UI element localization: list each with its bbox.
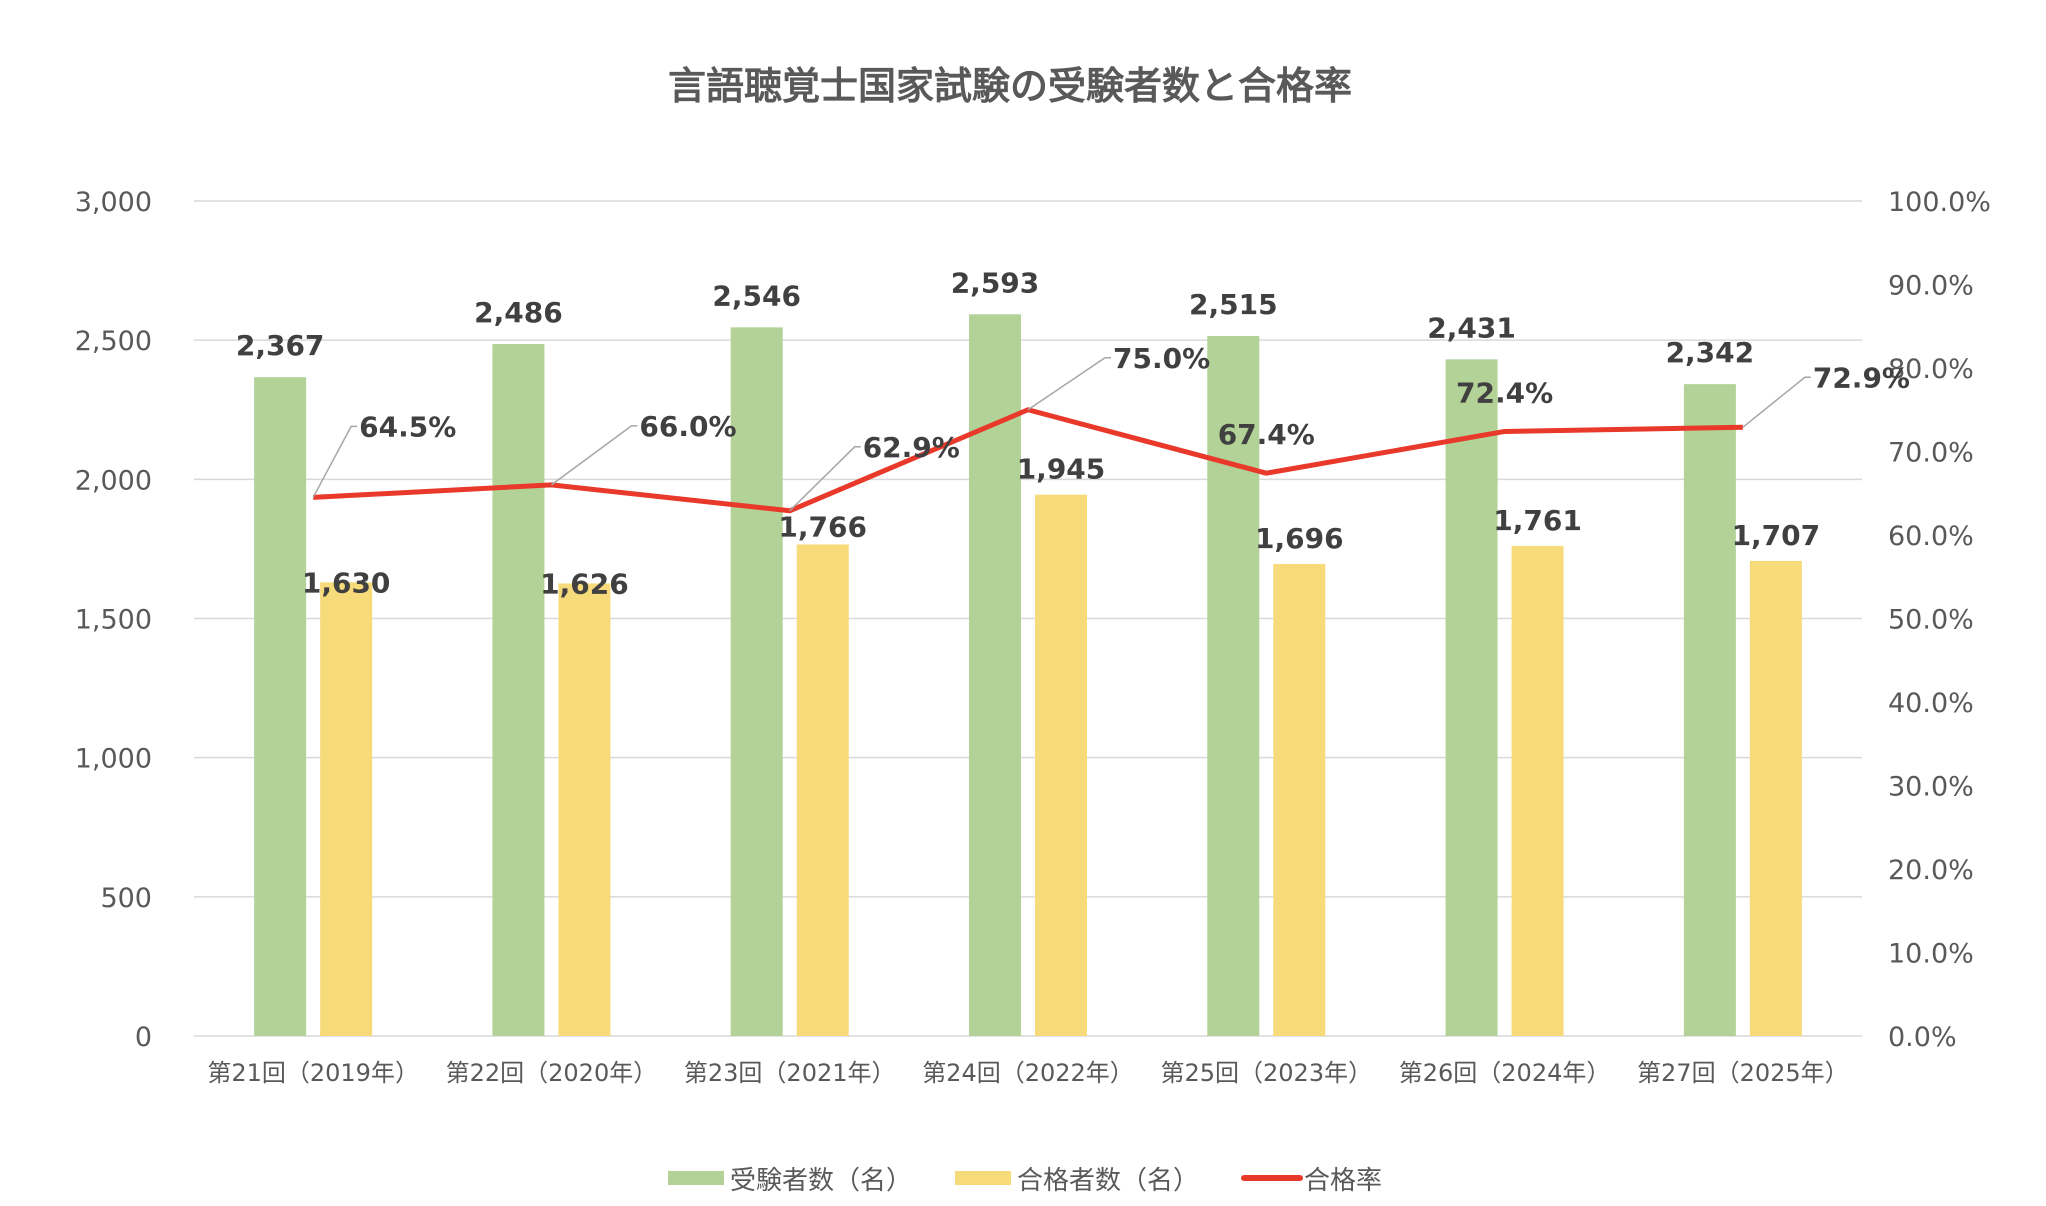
passers-data-label: 1,630 (302, 566, 391, 599)
passers-data-label: 1,761 (1493, 504, 1582, 537)
legend-label: 合格率 (1304, 1166, 1382, 1196)
right-tick-label: 70.0% (1888, 438, 1974, 469)
category-label: 第25回（2023年） (1160, 1059, 1372, 1087)
right-tick-label: 20.0% (1888, 855, 1974, 886)
leader-line (312, 425, 358, 498)
category-label: 第24回（2022年） (922, 1059, 1134, 1087)
examinees-data-label: 2,431 (1427, 311, 1516, 344)
leader-line (1742, 376, 1811, 428)
rate-data-label: 75.0% (1113, 342, 1210, 375)
rate-data-label: 72.9% (1813, 361, 1910, 394)
legend-swatch-passers (955, 1171, 1011, 1185)
examinees-data-label: 2,342 (1666, 336, 1755, 369)
bar-examinees (1207, 335, 1260, 1036)
left-tick-label: 1,500 (75, 605, 152, 636)
bar-examinees (969, 314, 1021, 1036)
legend-swatch-examinees (668, 1171, 724, 1185)
left-tick-label: 0 (135, 1022, 152, 1053)
leader-line (789, 446, 861, 512)
right-tick-label: 80.0% (1888, 354, 1974, 385)
right-tick-label: 90.0% (1888, 271, 1974, 302)
examinees-data-label: 2,367 (236, 329, 325, 362)
category-labels: 第21回（2019年） 第22回（2020年） 第23回（2021年） 第24回（20… (207, 1059, 1848, 1087)
bar-passers (1035, 494, 1087, 1036)
passers-data-label: 1,945 (1017, 453, 1106, 486)
legend-label: 合格者数（名） (1017, 1166, 1199, 1196)
legend-label: 受験者数（名） (730, 1166, 912, 1196)
passers-data-label: 1,766 (778, 510, 867, 543)
rate-data-label: 72.4% (1456, 376, 1553, 409)
left-tick-label: 2,500 (75, 326, 152, 357)
left-tick-label: 1,000 (75, 744, 152, 775)
leader-line (550, 425, 638, 486)
chart-title: 言語聴覚士国家試験の受験者数と合格率 (668, 64, 1352, 108)
category-label: 第27回（2025年） (1637, 1059, 1849, 1087)
bar-passers (796, 544, 849, 1036)
bar-passers (320, 582, 373, 1036)
passers-data-label: 1,707 (1732, 519, 1821, 552)
left-tick-label: 3,000 (75, 187, 152, 218)
right-tick-label: 100.0% (1888, 187, 1991, 218)
examinees-data-label: 2,486 (474, 296, 563, 329)
category-label: 第26回（2024年） (1399, 1059, 1611, 1087)
examinees-data-label: 2,515 (1189, 288, 1278, 321)
bar-examinees (730, 327, 783, 1036)
right-axis-ticks: 0.0% 10.0% 20.0% 30.0% 40.0% 50.0% 60.0% 70.0% 8… (1888, 187, 1991, 1053)
bar-examinees (1683, 384, 1736, 1037)
bar-passers (1273, 563, 1326, 1036)
examinees-data-label: 2,593 (951, 266, 1040, 299)
right-tick-label: 0.0% (1888, 1022, 1957, 1053)
passers-data-label: 1,696 (1255, 522, 1344, 555)
right-tick-label: 10.0% (1888, 939, 1974, 970)
left-tick-label: 500 (100, 883, 152, 914)
rate-data-label: 66.0% (639, 410, 736, 443)
data-labels: 2,367 1,630 2,486 1,626 2,546 1,766 2,593 1,945… (236, 266, 1910, 600)
left-tick-label: 2,000 (75, 465, 152, 496)
legend: 受験者数（名） 合格者数（名） 合格率 (668, 1166, 1382, 1196)
leader-line (1027, 357, 1111, 411)
bar-examinees (492, 344, 545, 1036)
rate-data-label: 67.4% (1218, 418, 1315, 451)
left-axis-ticks: 0 500 1,000 1,500 2,000 2,500 3,000 (75, 187, 152, 1053)
category-label: 第22回（2020年） (446, 1059, 658, 1087)
right-tick-label: 30.0% (1888, 772, 1974, 803)
right-tick-label: 50.0% (1888, 605, 1974, 636)
rate-data-label: 62.9% (863, 431, 960, 464)
rate-data-label: 64.5% (359, 410, 456, 443)
bar-examinees (254, 377, 307, 1036)
bar-passers (558, 583, 611, 1036)
bars (254, 314, 1802, 1037)
passers-data-label: 1,626 (540, 567, 629, 600)
right-tick-label: 40.0% (1888, 688, 1974, 719)
bar-examinees (1445, 359, 1498, 1036)
right-tick-label: 60.0% (1888, 521, 1974, 552)
bar-passers (1511, 545, 1564, 1036)
examinees-data-label: 2,546 (712, 279, 801, 312)
category-label: 第21回（2019年） (207, 1059, 419, 1087)
gridlines (194, 200, 1862, 1037)
category-label: 第23回（2021年） (684, 1059, 896, 1087)
bar-passers (1749, 560, 1802, 1036)
